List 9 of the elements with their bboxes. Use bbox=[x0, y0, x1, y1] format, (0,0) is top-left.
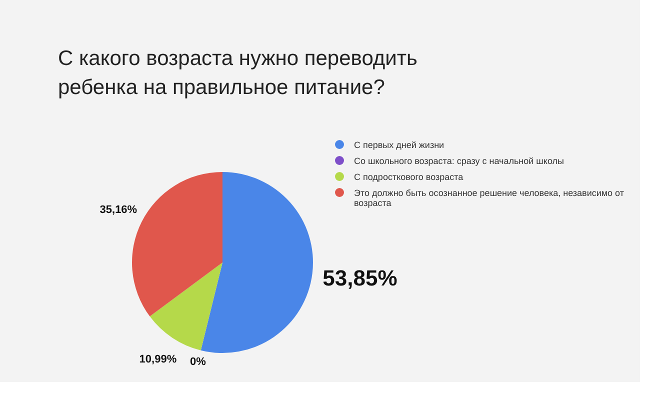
legend-label: С первых дней жизни bbox=[354, 140, 444, 150]
legend-label: Со школьного возраста: сразу с начальной школы bbox=[354, 156, 564, 166]
data-label: 10,99% bbox=[139, 354, 177, 366]
data-label: 35,16% bbox=[100, 204, 138, 216]
text: 0% bbox=[190, 356, 206, 368]
legend-label: С подросткового возраста bbox=[354, 172, 464, 182]
legend-label: Это должно быть осознанное решение человека, независимо от возраста bbox=[354, 188, 625, 208]
data-label: 53,85% bbox=[322, 265, 398, 290]
chart-title: С какого возраста нужно переводить ребенка на правильное питание? bbox=[58, 46, 418, 101]
